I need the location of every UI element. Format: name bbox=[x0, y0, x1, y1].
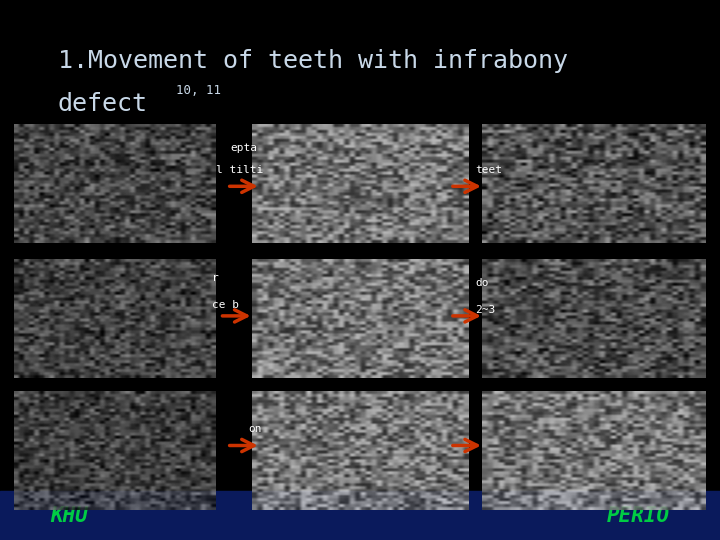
Text: ce b: ce b bbox=[212, 300, 239, 310]
Text: KHU: KHU bbox=[50, 505, 89, 526]
Text: 1.Movement of teeth with infrabony: 1.Movement of teeth with infrabony bbox=[58, 49, 567, 72]
Bar bbox=[0, 491, 720, 540]
Text: do: do bbox=[475, 278, 489, 288]
Text: teet: teet bbox=[475, 165, 503, 175]
Text: on: on bbox=[248, 424, 262, 434]
Text: PERIO: PERIO bbox=[606, 505, 670, 526]
Text: 10, 11: 10, 11 bbox=[176, 84, 222, 97]
Text: 2~3: 2~3 bbox=[475, 305, 495, 315]
Text: defect: defect bbox=[58, 92, 148, 116]
Text: epta: epta bbox=[230, 143, 258, 153]
Text: r: r bbox=[212, 273, 219, 283]
Text: l tilti: l tilti bbox=[216, 165, 264, 175]
